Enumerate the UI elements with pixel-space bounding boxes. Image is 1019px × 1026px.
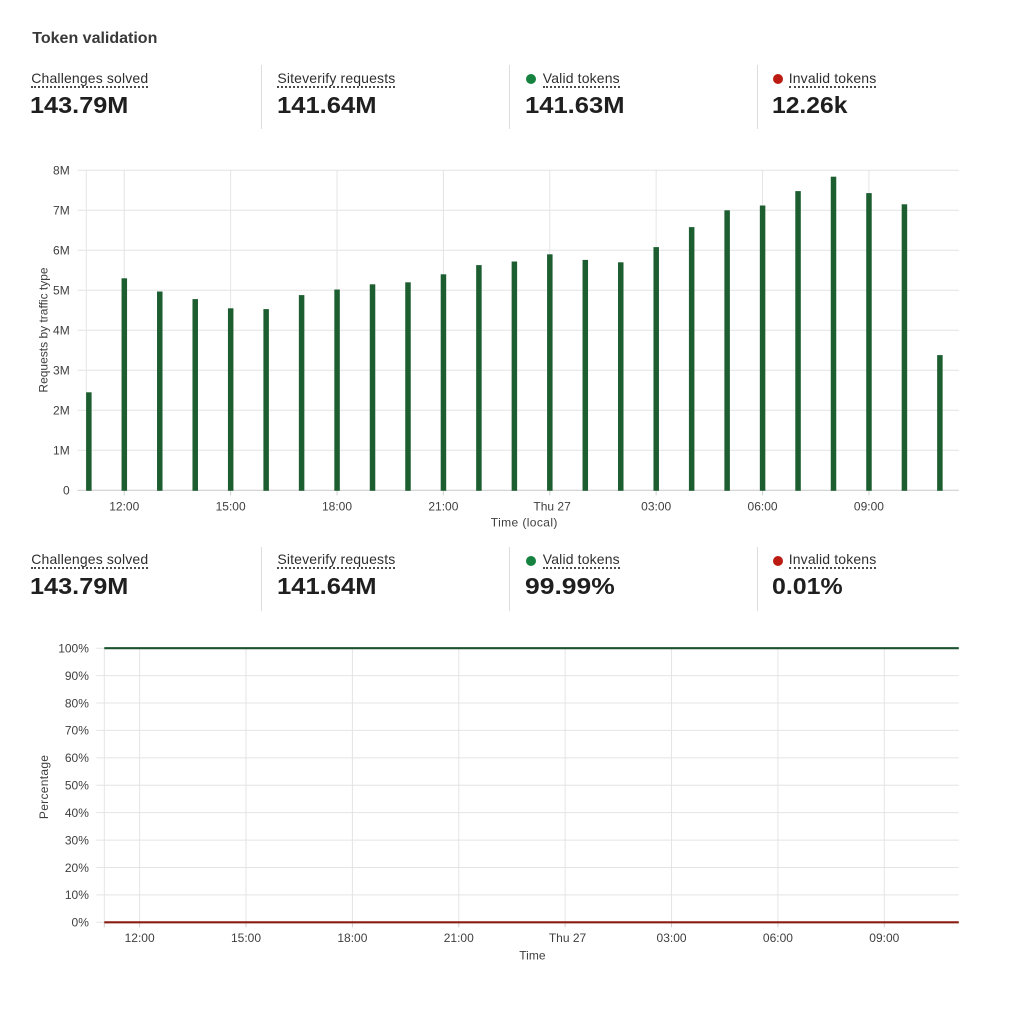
svg-text:10%: 10% <box>65 888 89 902</box>
svg-text:09:00: 09:00 <box>869 931 899 945</box>
svg-text:60%: 60% <box>65 751 89 765</box>
svg-text:18:00: 18:00 <box>337 931 367 945</box>
svg-text:100%: 100% <box>58 642 89 656</box>
svg-text:80%: 80% <box>65 696 89 710</box>
svg-text:03:00: 03:00 <box>657 931 687 945</box>
svg-text:2M: 2M <box>53 404 70 418</box>
svg-text:4M: 4M <box>53 324 70 338</box>
svg-text:15:00: 15:00 <box>216 500 246 514</box>
svg-text:0%: 0% <box>72 916 90 930</box>
svg-text:Thu 27: Thu 27 <box>533 500 571 514</box>
svg-text:Thu 27: Thu 27 <box>549 931 587 945</box>
svg-text:21:00: 21:00 <box>428 500 458 514</box>
svg-text:06:00: 06:00 <box>748 500 778 514</box>
svg-text:12:00: 12:00 <box>109 500 139 514</box>
svg-text:Percentage: Percentage <box>37 755 51 819</box>
svg-text:40%: 40% <box>65 806 89 820</box>
svg-text:Time: Time <box>519 948 546 962</box>
svg-text:5M: 5M <box>53 284 70 298</box>
svg-text:12:00: 12:00 <box>125 931 155 945</box>
svg-text:90%: 90% <box>65 669 89 683</box>
svg-text:30%: 30% <box>65 833 89 847</box>
svg-text:15:00: 15:00 <box>231 931 261 945</box>
svg-text:1M: 1M <box>53 444 70 458</box>
svg-text:Requests by traffic type: Requests by traffic type <box>36 267 50 393</box>
svg-text:70%: 70% <box>65 724 89 738</box>
svg-text:6M: 6M <box>53 244 70 258</box>
svg-text:18:00: 18:00 <box>322 500 352 514</box>
svg-text:09:00: 09:00 <box>854 500 884 514</box>
svg-text:8M: 8M <box>53 164 70 178</box>
svg-text:06:00: 06:00 <box>763 931 793 945</box>
svg-text:7M: 7M <box>53 204 70 218</box>
svg-text:03:00: 03:00 <box>641 500 671 514</box>
svg-text:50%: 50% <box>65 779 89 793</box>
svg-text:20%: 20% <box>65 861 89 875</box>
svg-text:3M: 3M <box>53 364 70 378</box>
svg-text:21:00: 21:00 <box>444 931 474 945</box>
svg-text:Time (local): Time (local) <box>491 516 558 530</box>
svg-text:0: 0 <box>63 484 70 498</box>
